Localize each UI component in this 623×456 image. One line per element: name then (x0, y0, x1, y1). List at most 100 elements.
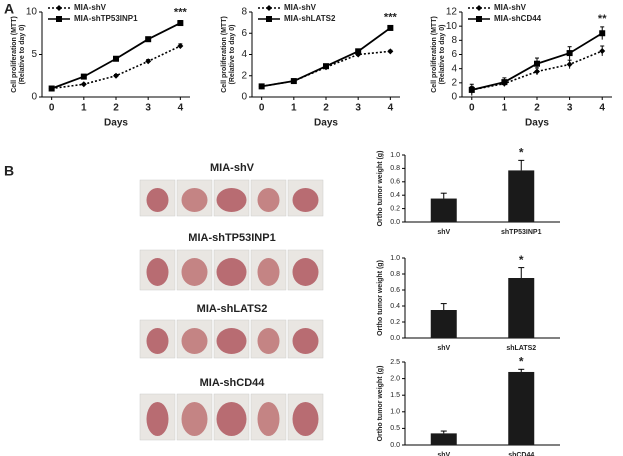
y-tick-label: 0.4 (390, 303, 400, 310)
x-tick-label: 4 (178, 103, 184, 114)
y-tick-label: 0 (451, 92, 457, 103)
tumor (181, 328, 208, 354)
x-tick-label: 1 (502, 103, 508, 114)
legend-label: MIA-shLATS2 (284, 14, 336, 23)
tumor (216, 258, 247, 286)
annotation: *** (384, 12, 398, 24)
y-axis-label: Ortho tumor weight (g) (377, 151, 384, 227)
x-tick-label: shV (437, 229, 450, 236)
marker (80, 81, 87, 88)
x-tick-label: shV (437, 345, 450, 352)
y-tick-label: 2 (451, 77, 457, 88)
legend-label: MIA-shCD44 (494, 14, 542, 23)
marker (534, 60, 540, 67)
tumor (146, 402, 169, 436)
y-tick-label: 0.6 (390, 287, 400, 294)
tumor (146, 188, 169, 212)
marker (177, 20, 184, 27)
x-tick-label: 0 (469, 103, 475, 114)
y-tick-label: 0.4 (390, 192, 400, 199)
legend-marker (266, 16, 272, 22)
y-tick-label: 0.6 (390, 179, 400, 186)
bar (430, 433, 457, 445)
panel-label: B (4, 163, 14, 179)
y-tick-label: 8 (451, 35, 457, 46)
x-tick-label: 1 (291, 103, 297, 114)
tumor (292, 188, 319, 212)
x-tick-label: 0 (49, 103, 55, 114)
y-tick-label: 0 (241, 92, 247, 103)
x-tick-label: 3 (567, 103, 573, 114)
y-tick-label: 0.2 (390, 205, 400, 212)
tumor (257, 188, 280, 212)
marker (113, 55, 119, 62)
marker (501, 79, 508, 86)
y-axis-label: (Relative to day 0) (19, 25, 26, 85)
y-axis-label: (Relative to day 0) (229, 25, 236, 85)
photo-group-label: MIA-shTP53INP1 (188, 232, 275, 244)
bar (508, 278, 535, 338)
y-tick-label: 1.0 (390, 409, 400, 416)
tumor (216, 188, 247, 212)
x-axis-label: Days (314, 118, 338, 129)
marker (145, 58, 152, 65)
x-tick-label: 2 (534, 103, 540, 114)
bar (430, 310, 457, 338)
marker (177, 43, 184, 49)
y-tick-label: 0.8 (390, 165, 400, 172)
marker (80, 73, 87, 80)
x-tick-label: 3 (145, 103, 151, 114)
y-tick-label: 0.0 (390, 219, 400, 226)
x-tick-label: shV (437, 452, 450, 456)
y-tick-label: 5 (31, 49, 37, 60)
y-tick-label: 0.8 (390, 271, 400, 278)
marker (48, 85, 55, 92)
legend-marker (476, 16, 482, 22)
y-tick-label: 10 (446, 21, 458, 32)
y-tick-label: 4 (241, 49, 247, 60)
marker (468, 86, 475, 93)
bar (508, 170, 535, 222)
x-tick-label: 1 (81, 103, 87, 114)
marker (145, 36, 152, 43)
y-tick-label: 4 (451, 63, 457, 74)
tumor (257, 328, 280, 354)
marker (355, 48, 362, 55)
y-axis-label: Ortho tumor weight (g) (377, 366, 384, 442)
y-tick-label: 2.0 (390, 375, 400, 382)
tumor (257, 402, 280, 436)
x-tick-label: 0 (259, 103, 265, 114)
legend-marker (476, 5, 482, 11)
marker (323, 63, 329, 70)
y-tick-label: 2 (241, 70, 247, 81)
bar (430, 198, 457, 222)
tumor (146, 328, 169, 354)
panel-label: A (4, 1, 14, 17)
y-tick-label: 8 (241, 7, 247, 18)
marker (290, 78, 297, 85)
x-axis-label: Days (525, 118, 549, 129)
y-tick-label: 6 (241, 28, 247, 39)
y-axis-label: Cell proliferation (MTT) (11, 16, 18, 93)
x-tick-label: 2 (113, 103, 119, 114)
legend-label: MIA-shTP53INP1 (74, 14, 138, 23)
y-tick-label: 10 (26, 7, 38, 18)
x-tick-label: 2 (323, 103, 329, 114)
tumor (292, 328, 319, 354)
series-line (261, 27, 391, 88)
tumor (181, 402, 208, 436)
legend-marker (56, 5, 62, 11)
legend-marker (56, 16, 62, 22)
tumor (216, 328, 247, 354)
legend-label: MIA-shV (284, 3, 317, 12)
x-tick-label: shTP53INP1 (501, 229, 542, 236)
marker (113, 72, 119, 79)
x-tick-label: shLATS2 (506, 345, 536, 352)
y-tick-label: 12 (446, 7, 458, 18)
y-axis-label: Cell proliferation (MTT) (221, 16, 228, 93)
marker (599, 47, 606, 54)
y-tick-label: 2.5 (390, 359, 400, 366)
y-tick-label: 0.0 (390, 335, 400, 342)
y-axis-label: Cell proliferation (MTT) (431, 16, 438, 93)
